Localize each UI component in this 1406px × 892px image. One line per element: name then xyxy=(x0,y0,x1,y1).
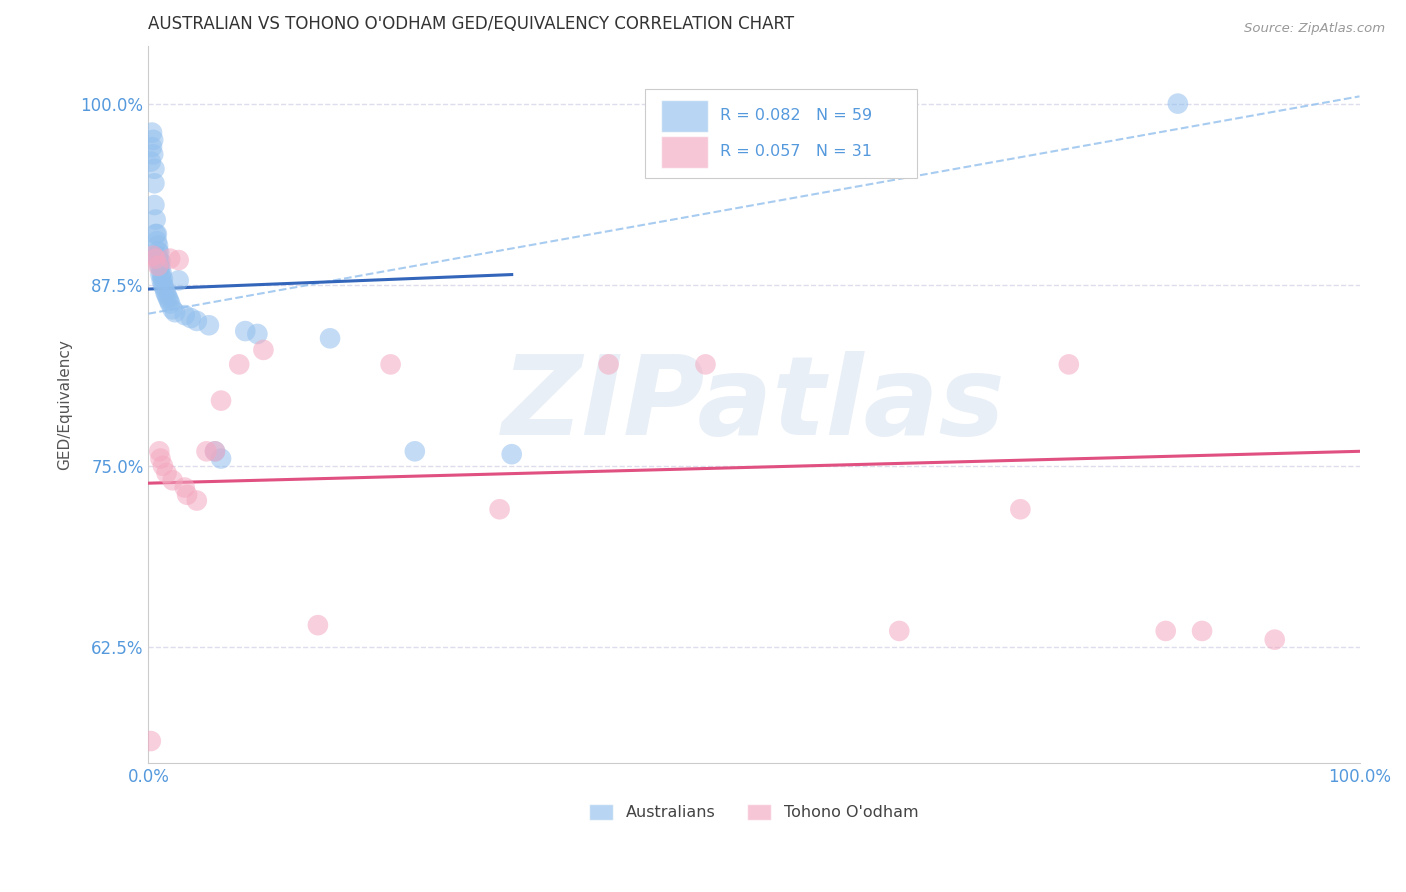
Point xyxy=(139,734,162,748)
Point xyxy=(163,305,186,319)
Point xyxy=(149,254,172,268)
FancyBboxPatch shape xyxy=(645,88,918,178)
Point xyxy=(142,133,165,147)
Point xyxy=(156,291,179,305)
Point xyxy=(143,198,166,212)
Text: ZIPatlas: ZIPatlas xyxy=(502,351,1005,458)
Point xyxy=(167,273,190,287)
Text: Source: ZipAtlas.com: Source: ZipAtlas.com xyxy=(1244,22,1385,36)
Point xyxy=(148,245,170,260)
Point xyxy=(598,358,620,372)
Legend: Australians, Tohono O'odham: Australians, Tohono O'odham xyxy=(582,797,925,827)
Point xyxy=(204,444,226,458)
Point xyxy=(142,249,165,263)
Point xyxy=(145,252,167,266)
Point xyxy=(228,358,250,372)
Point xyxy=(149,260,172,275)
Point xyxy=(155,288,177,302)
Point xyxy=(209,393,232,408)
Point xyxy=(143,176,166,190)
Point xyxy=(209,451,232,466)
Point xyxy=(142,147,165,161)
Point xyxy=(167,253,190,268)
Point xyxy=(1010,502,1032,516)
Point xyxy=(380,358,402,372)
Point xyxy=(152,277,174,292)
Y-axis label: GED/Equivalency: GED/Equivalency xyxy=(58,339,72,470)
Point xyxy=(139,154,162,169)
Point xyxy=(146,234,169,248)
Text: R = 0.082   N = 59: R = 0.082 N = 59 xyxy=(720,109,872,123)
Point xyxy=(488,502,510,516)
Point xyxy=(307,618,329,632)
Point xyxy=(141,126,163,140)
Point xyxy=(695,358,717,372)
Point xyxy=(1154,624,1177,638)
Point xyxy=(155,466,177,480)
Point xyxy=(180,311,202,326)
Point xyxy=(143,161,166,176)
Point xyxy=(404,444,426,458)
Point xyxy=(150,273,173,287)
Point xyxy=(149,268,172,282)
Point xyxy=(152,272,174,286)
FancyBboxPatch shape xyxy=(661,100,707,132)
Point xyxy=(1264,632,1286,647)
Point xyxy=(186,314,208,328)
Point xyxy=(148,253,170,268)
Point xyxy=(195,444,218,458)
Point xyxy=(148,444,170,458)
Point xyxy=(159,252,181,266)
Point xyxy=(145,227,167,241)
Point xyxy=(252,343,274,357)
Point xyxy=(146,249,169,263)
Point xyxy=(157,293,180,308)
Point xyxy=(152,458,174,473)
Point xyxy=(162,302,184,317)
Point xyxy=(176,488,198,502)
Point xyxy=(146,244,169,259)
Point xyxy=(889,624,911,638)
Text: AUSTRALIAN VS TOHONO O'ODHAM GED/EQUIVALENCY CORRELATION CHART: AUSTRALIAN VS TOHONO O'ODHAM GED/EQUIVAL… xyxy=(149,15,794,33)
Point xyxy=(1191,624,1213,638)
Point xyxy=(145,212,167,227)
Point xyxy=(146,238,169,252)
Point xyxy=(186,493,208,508)
Text: R = 0.057   N = 31: R = 0.057 N = 31 xyxy=(720,145,872,160)
Point xyxy=(146,259,169,273)
FancyBboxPatch shape xyxy=(661,136,707,168)
Point xyxy=(148,259,170,273)
Point xyxy=(319,331,342,345)
Point xyxy=(1057,358,1080,372)
Point xyxy=(155,285,177,299)
Point xyxy=(153,280,176,294)
Point xyxy=(204,444,226,458)
Point xyxy=(1167,96,1189,111)
Point xyxy=(162,473,184,487)
Point xyxy=(146,252,169,266)
Point xyxy=(146,227,169,241)
Point xyxy=(198,318,221,333)
Point xyxy=(150,266,173,280)
Point xyxy=(149,451,172,466)
Point xyxy=(173,481,195,495)
Point xyxy=(159,296,181,310)
Point xyxy=(233,324,256,338)
Point xyxy=(246,326,269,341)
Point xyxy=(173,308,195,322)
Point xyxy=(141,140,163,154)
Point xyxy=(501,447,523,461)
